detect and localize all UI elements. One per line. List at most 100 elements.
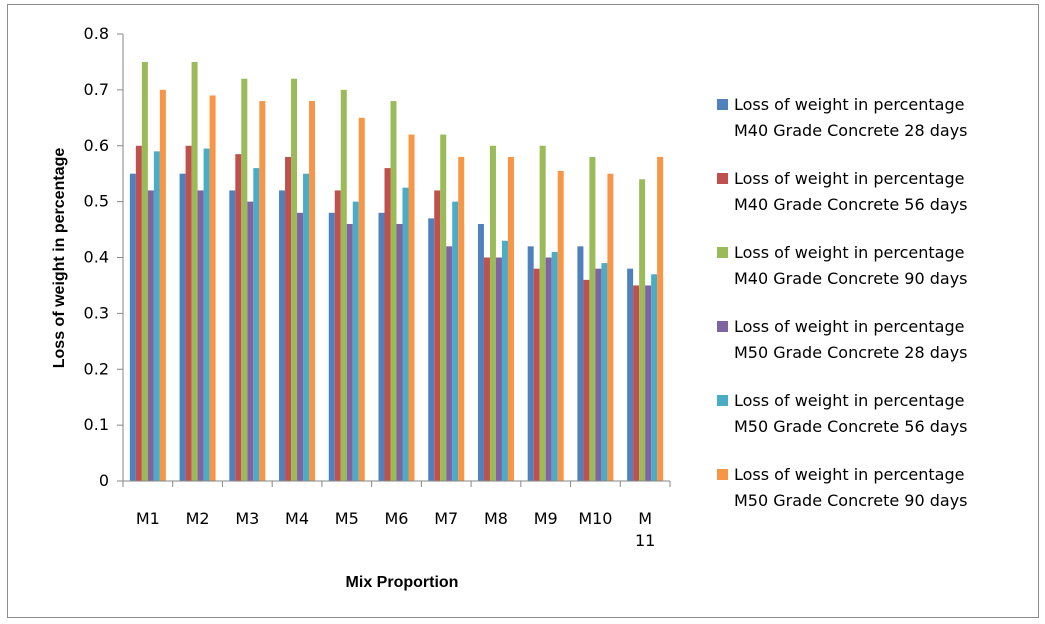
bar: [335, 190, 341, 481]
bar: [645, 285, 651, 481]
legend-swatch: [717, 173, 728, 184]
bar: [229, 190, 235, 481]
y-axis-ticks: 0 0.1 0.2 0.3 0.4 0.5 0.6 0.7 0.8: [84, 24, 123, 490]
bar-series: [130, 62, 663, 481]
bar: [434, 190, 440, 481]
bar: [259, 101, 265, 481]
bar: [241, 79, 247, 481]
bar: [409, 135, 415, 481]
bar: [490, 146, 496, 481]
bar: [142, 62, 148, 481]
bar: [198, 190, 204, 481]
bar: [186, 146, 192, 481]
bar: [379, 213, 385, 481]
bar: [484, 258, 490, 482]
x-axis-title: Mix Proportion: [346, 574, 459, 591]
x-tick-label: M3: [235, 509, 259, 528]
bar: [478, 224, 484, 481]
bar: [558, 171, 564, 481]
bar: [528, 246, 534, 481]
legend-item: Loss of weight in percentage M50 Grade Co…: [717, 391, 968, 436]
legend: Loss of weight in percentage M40 Grade Co…: [717, 95, 968, 510]
legend-label: Loss of weight in percentage M40 Grade Co…: [734, 169, 968, 214]
bar: [160, 90, 166, 481]
y-tick-label: 0: [99, 471, 109, 490]
x-tick-label: M7: [434, 509, 458, 528]
bar: [192, 62, 198, 481]
bar: [595, 269, 601, 481]
bar: [446, 246, 452, 481]
y-tick-label: 0.4: [84, 248, 109, 267]
y-tick-label: 0.8: [84, 24, 109, 43]
bar: [297, 213, 303, 481]
x-tick-label: M4: [285, 509, 309, 528]
bar: [607, 174, 613, 481]
y-tick-label: 0.6: [84, 136, 109, 155]
bar: [309, 101, 315, 481]
bar: [253, 168, 259, 481]
bar: [247, 202, 253, 481]
x-tick-label: M9: [534, 509, 558, 528]
bar: [279, 190, 285, 481]
bar: [353, 202, 359, 481]
bar: [403, 188, 409, 481]
bar: [546, 258, 552, 482]
legend-swatch: [717, 321, 728, 332]
bar: [180, 174, 186, 481]
bar: [154, 151, 160, 481]
bar: [359, 118, 365, 481]
legend-swatch: [717, 469, 728, 480]
bar: [657, 157, 663, 481]
bar: [391, 101, 397, 481]
bar: [496, 258, 502, 482]
bar: [502, 241, 508, 481]
bar: [540, 146, 546, 481]
legend-swatch: [717, 395, 728, 406]
bar: [347, 224, 353, 481]
bar: [452, 202, 458, 481]
legend-item: Loss of weight in percentage M50 Grade Co…: [717, 465, 968, 510]
bar: [235, 154, 241, 481]
legend-label: Loss of weight in percentage M50 Grade Co…: [734, 317, 968, 362]
y-tick-label: 0.7: [84, 80, 109, 99]
bar: [458, 157, 464, 481]
bar: [627, 269, 633, 481]
bar: [130, 174, 136, 481]
bar: [148, 190, 154, 481]
y-tick-label: 0.1: [84, 415, 109, 434]
bar: [508, 157, 514, 481]
bar: [601, 263, 607, 481]
legend-item: Loss of weight in percentage M50 Grade Co…: [717, 317, 968, 362]
y-axis-title: Loss of weight in percentage: [51, 148, 68, 369]
y-tick-label: 0.5: [84, 192, 109, 211]
bar: [285, 157, 291, 481]
bar: [440, 135, 446, 481]
legend-label: Loss of weight in percentage M40 Grade Co…: [734, 95, 968, 140]
x-axis-ticks: M1 M2 M3 M4 M5 M6 M7 M8 M9 M10 M 11: [123, 481, 670, 550]
x-tick-label: M8: [484, 509, 508, 528]
x-tick-label: M5: [335, 509, 359, 528]
y-tick-label: 0.3: [84, 303, 109, 322]
bar: [210, 95, 216, 481]
bar: [341, 90, 347, 481]
bar: [651, 274, 657, 481]
x-tick-label: M10: [578, 509, 612, 528]
bar: [397, 224, 403, 481]
bar: [204, 149, 210, 481]
bar: [329, 213, 335, 481]
bar: [534, 269, 540, 481]
legend-swatch: [717, 247, 728, 258]
bar: [291, 79, 297, 481]
bar: [583, 280, 589, 481]
legend-label: Loss of weight in percentage M50 Grade Co…: [734, 465, 968, 510]
bar: [639, 179, 645, 481]
bar: [589, 157, 595, 481]
bar: [428, 218, 434, 481]
legend-item: Loss of weight in percentage M40 Grade Co…: [717, 169, 968, 214]
x-tick-label: M6: [385, 509, 409, 528]
bar: [385, 168, 391, 481]
x-tick-label: M1: [136, 509, 160, 528]
legend-label: Loss of weight in percentage M50 Grade Co…: [734, 391, 968, 436]
bar: [303, 174, 309, 481]
